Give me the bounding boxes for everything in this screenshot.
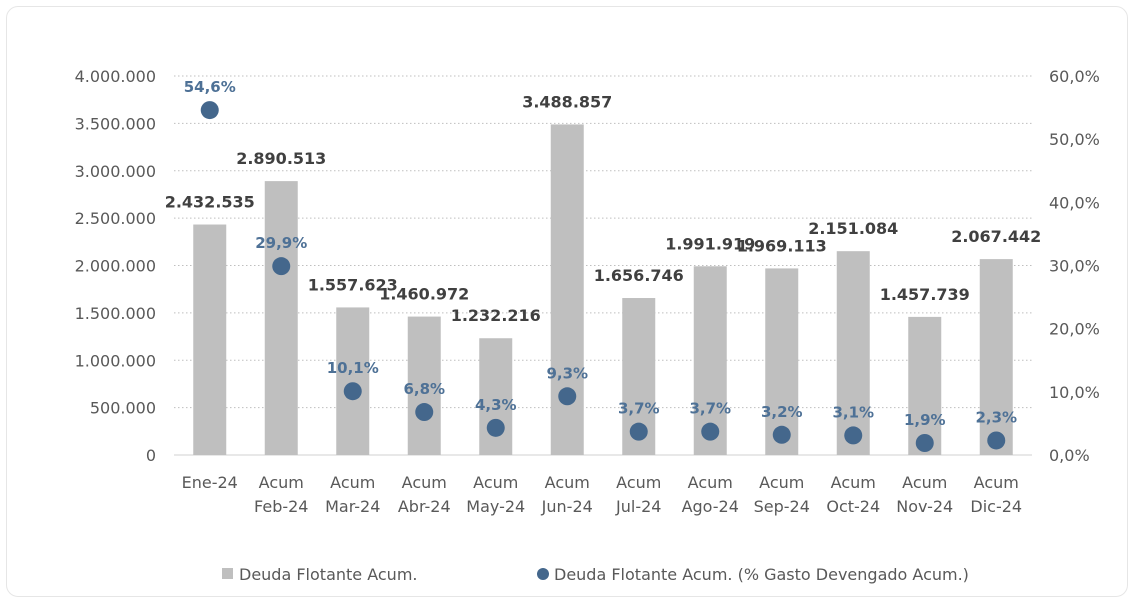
point-value-label: 3,7% bbox=[689, 400, 731, 418]
category-label: Dic-24 bbox=[970, 497, 1022, 516]
category-label: Oct-24 bbox=[826, 497, 880, 516]
right-tick-label: 40,0% bbox=[1049, 193, 1100, 212]
category-label: Acum bbox=[831, 473, 876, 492]
left-tick-label: 0 bbox=[146, 446, 156, 465]
left-tick-label: 2.500.000 bbox=[75, 209, 156, 228]
point-value-label: 2,3% bbox=[975, 408, 1017, 426]
bar-value-label: 1.656.746 bbox=[594, 266, 684, 285]
bar-value-label: 1.457.739 bbox=[880, 285, 970, 304]
point-value-label: 4,3% bbox=[475, 396, 517, 414]
right-tick-label: 10,0% bbox=[1049, 383, 1100, 402]
category-label: Nov-24 bbox=[896, 497, 953, 516]
legend-point-swatch bbox=[537, 568, 549, 580]
legend-bar-swatch bbox=[222, 568, 233, 579]
category-label: Acum bbox=[616, 473, 661, 492]
data-point bbox=[844, 426, 863, 445]
point-value-label: 29,9% bbox=[255, 234, 307, 252]
point-value-label: 6,8% bbox=[403, 380, 445, 398]
category-label: Acum bbox=[902, 473, 947, 492]
category-label: Acum bbox=[688, 473, 733, 492]
category-label: Sep-24 bbox=[754, 497, 810, 516]
x-axis-categories: Ene-24 Acum Feb-24 Acum Mar-24 Acum Abr-24 Acum… bbox=[182, 473, 1022, 516]
left-tick-label: 3.500.000 bbox=[75, 114, 156, 133]
category-label: May-24 bbox=[466, 497, 525, 516]
point-value-label: 1,9% bbox=[904, 411, 946, 429]
bar-value-label: 1.460.972 bbox=[379, 285, 469, 304]
point-value-label: 3,1% bbox=[832, 403, 874, 421]
right-tick-label: 50,0% bbox=[1049, 130, 1100, 149]
data-point bbox=[200, 101, 219, 120]
left-tick-label: 2.000.000 bbox=[75, 257, 156, 276]
point-series: 54,6% 29,9% 10,1% 6,8% 4,3% 9,3% 3,7% 3,7% 3,2% 3… bbox=[184, 78, 1017, 452]
data-point bbox=[343, 382, 362, 401]
point-value-label: 10,1% bbox=[327, 359, 379, 377]
data-point bbox=[915, 433, 934, 452]
legend-point-label: Deuda Flotante Acum. (% Gasto Devengado … bbox=[554, 565, 969, 584]
category-label: Acum bbox=[759, 473, 804, 492]
left-tick-label: 3.000.000 bbox=[75, 162, 156, 181]
category-label: Acum bbox=[974, 473, 1019, 492]
right-tick-label: 0,0% bbox=[1049, 446, 1090, 465]
point-value-label: 3,2% bbox=[761, 403, 803, 421]
data-point bbox=[486, 418, 505, 437]
bar-value-label: 3.488.857 bbox=[522, 92, 612, 111]
legend-bar-label: Deuda Flotante Acum. bbox=[239, 565, 417, 584]
left-tick-label: 4.000.000 bbox=[75, 67, 156, 86]
bar-value-label: 1.991.919 bbox=[665, 234, 755, 253]
left-tick-label: 500.000 bbox=[90, 399, 156, 418]
bar bbox=[264, 181, 298, 455]
bar bbox=[336, 307, 370, 455]
data-point bbox=[272, 257, 291, 276]
category-label: Jul-24 bbox=[615, 497, 661, 516]
category-label: Acum bbox=[330, 473, 375, 492]
bar bbox=[836, 251, 870, 455]
bar-value-label: 2.432.535 bbox=[165, 193, 255, 212]
bar bbox=[193, 224, 227, 455]
category-label: Ene-24 bbox=[182, 473, 238, 492]
data-point bbox=[629, 422, 648, 441]
data-point bbox=[415, 403, 434, 422]
bar-value-label: 2.067.442 bbox=[951, 227, 1041, 246]
right-tick-label: 60,0% bbox=[1049, 67, 1100, 86]
category-label: Mar-24 bbox=[325, 497, 380, 516]
right-tick-label: 30,0% bbox=[1049, 257, 1100, 276]
category-label: Ago-24 bbox=[682, 497, 739, 516]
right-tick-label: 20,0% bbox=[1049, 320, 1100, 339]
data-point bbox=[558, 387, 577, 406]
bar bbox=[908, 316, 942, 455]
category-label: Acum bbox=[545, 473, 590, 492]
bar bbox=[407, 316, 441, 455]
bar bbox=[550, 124, 584, 456]
bar bbox=[765, 268, 799, 455]
bar-value-label: 2.890.513 bbox=[236, 149, 326, 168]
gridlines bbox=[174, 75, 1032, 456]
point-value-label: 3,7% bbox=[618, 400, 660, 418]
category-label: Abr-24 bbox=[398, 497, 451, 516]
data-point bbox=[987, 431, 1006, 450]
category-label: Jun-24 bbox=[541, 497, 593, 516]
left-tick-label: 1.500.000 bbox=[75, 304, 156, 323]
category-label: Feb-24 bbox=[254, 497, 308, 516]
data-point bbox=[772, 425, 791, 444]
bar-value-label: 1.557.623 bbox=[308, 275, 398, 294]
left-axis-ticks: 0 500.000 1.000.000 1.500.000 2.000.000 2.500… bbox=[75, 67, 156, 465]
bar-value-label: 1.969.113 bbox=[737, 236, 827, 255]
category-label: Acum bbox=[259, 473, 304, 492]
category-label: Acum bbox=[402, 473, 447, 492]
data-point bbox=[701, 422, 720, 441]
category-label: Acum bbox=[473, 473, 518, 492]
point-value-label: 54,6% bbox=[184, 78, 236, 96]
bar-value-label: 2.151.084 bbox=[808, 219, 898, 238]
right-axis-ticks: 0,0% 10,0% 20,0% 30,0% 40,0% 50,0% 60,0% bbox=[1049, 67, 1100, 465]
legend: Deuda Flotante Acum. Deuda Flotante Acum… bbox=[222, 565, 969, 584]
bar bbox=[979, 259, 1013, 455]
point-value-label: 9,3% bbox=[546, 364, 588, 382]
bar-value-label: 1.232.216 bbox=[451, 306, 541, 325]
left-tick-label: 1.000.000 bbox=[75, 351, 156, 370]
